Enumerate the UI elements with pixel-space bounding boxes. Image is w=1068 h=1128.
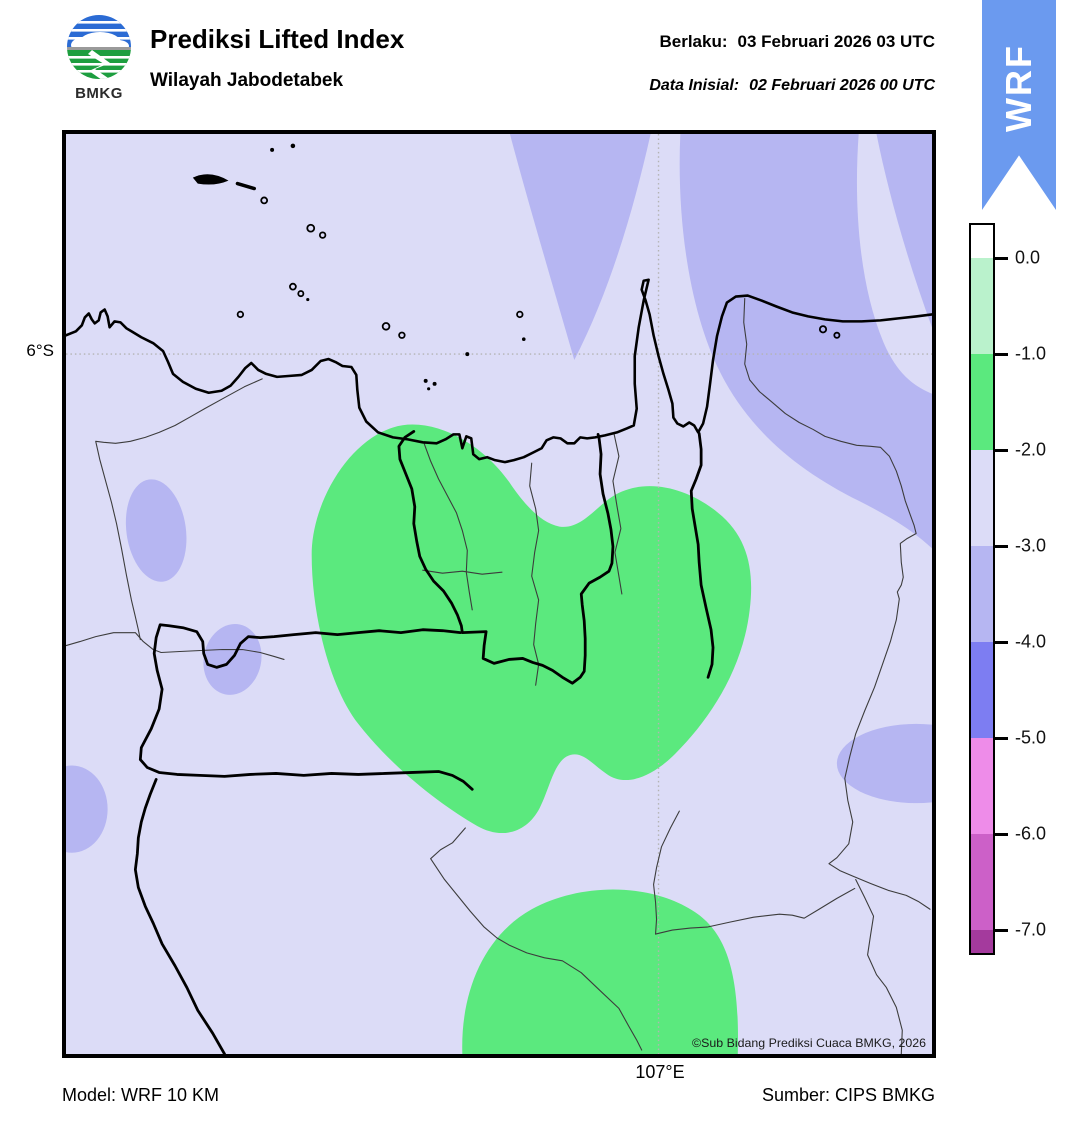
lon-axis-label: 107°E bbox=[635, 1062, 685, 1082]
map-panel: ©Sub Bidang Prediksi Cuaca BMKG, 2026 bbox=[62, 130, 936, 1058]
bmkg-logo-text: BMKG bbox=[75, 85, 123, 102]
model-label: Model: WRF 10 KM bbox=[62, 1085, 220, 1105]
colorbar-tick-mark bbox=[995, 352, 1008, 356]
valid-time-label: Berlaku: bbox=[659, 32, 728, 51]
bmkg-logo: BMKG bbox=[62, 14, 136, 102]
colorbar-tick-mark bbox=[995, 640, 1008, 644]
bmkg-logo-icon bbox=[67, 15, 131, 79]
province-boundaries bbox=[133, 430, 715, 1054]
wrf-ribbon-label: WRF bbox=[998, 44, 1039, 132]
map-credit: ©Sub Bidang Prediksi Cuaca BMKG, 2026 bbox=[692, 1036, 926, 1050]
colorbar-tick-mark bbox=[995, 448, 1008, 452]
colorbar-tick-label: 0.0 bbox=[1015, 247, 1041, 268]
lat-axis-label: 6°S bbox=[26, 341, 54, 360]
colorbar-scale bbox=[969, 223, 995, 955]
colorbar-tick-mark bbox=[995, 736, 1008, 740]
colorbar-segment bbox=[971, 450, 993, 546]
colorbar-tick-label: -2.0 bbox=[1015, 439, 1047, 460]
colorbar-tick-label: -4.0 bbox=[1015, 631, 1047, 652]
initial-time-line: Data Inisial: 02 Februari 2026 00 UTC bbox=[649, 77, 935, 95]
colorbar-segment bbox=[971, 258, 993, 354]
colorbar-tick-mark bbox=[995, 928, 1008, 932]
lifted-index-map: ©Sub Bidang Prediksi Cuaca BMKG, 2026 bbox=[66, 134, 932, 1054]
initial-time-label: Data Inisial: bbox=[649, 77, 740, 94]
islands bbox=[192, 143, 841, 391]
colorbar-tick-mark bbox=[995, 256, 1008, 260]
colorbar-tick-label: -7.0 bbox=[1015, 919, 1047, 940]
valid-time-line: Berlaku: 03 Februari 2026 03 UTC bbox=[659, 32, 935, 52]
valid-time-value: 03 Februari 2026 03 UTC bbox=[737, 32, 935, 51]
colorbar-segment bbox=[971, 354, 993, 450]
li-minus3-regions bbox=[66, 134, 932, 853]
colorbar-tick-mark bbox=[995, 832, 1008, 836]
colorbar-tick-label: -6.0 bbox=[1015, 823, 1047, 844]
graticule bbox=[66, 134, 932, 1054]
colorbar-tick-label: -3.0 bbox=[1015, 535, 1047, 556]
colorbar: 0.0 -1.0 -2.0 -3.0 -4.0 -5.0 -6.0 -7.0 bbox=[969, 223, 1068, 955]
admin-boundaries bbox=[66, 298, 931, 1054]
source-label: Sumber: CIPS BMKG bbox=[761, 1085, 935, 1105]
colorbar-tick-label: -1.0 bbox=[1015, 343, 1047, 364]
colorbar-segment bbox=[971, 546, 993, 642]
page-subtitle: Wilayah Jabodetabek bbox=[150, 70, 344, 91]
colorbar-segment bbox=[971, 642, 993, 738]
coastline bbox=[66, 278, 932, 464]
colorbar-segment bbox=[971, 738, 993, 834]
wrf-ribbon: WRF bbox=[982, 0, 1056, 210]
colorbar-tick-label: -5.0 bbox=[1015, 727, 1047, 748]
colorbar-segment bbox=[971, 225, 993, 258]
page-title: Prediksi Lifted Index bbox=[150, 24, 405, 54]
colorbar-tick-mark bbox=[995, 544, 1008, 548]
colorbar-segment bbox=[971, 930, 993, 953]
colorbar-segment bbox=[971, 834, 993, 930]
initial-time-value: 02 Februari 2026 00 UTC bbox=[749, 77, 935, 94]
